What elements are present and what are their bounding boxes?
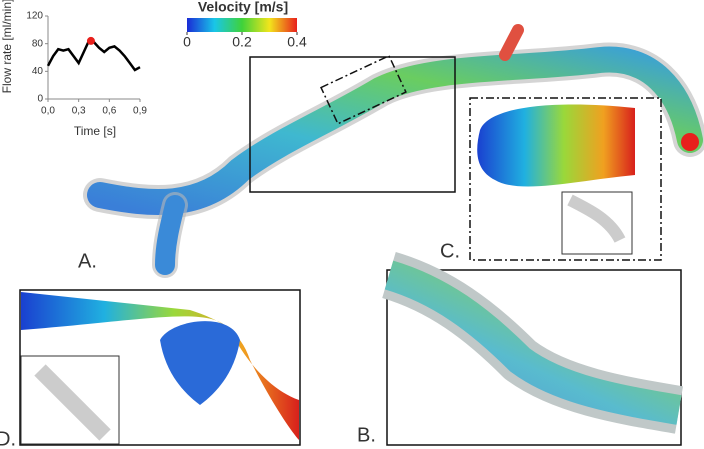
colorbar-tick-label: 0 [183,34,191,50]
panel-d-render [21,292,299,440]
thumb-vessel [567,194,626,243]
panel-b-flow [384,260,682,425]
x-tick-label: 0,6 [102,106,116,117]
y-tick-label: 40 [32,66,44,77]
y-tick-label: 120 [26,11,43,22]
panel-label: A. [78,250,97,272]
panel-label: B. [357,424,376,446]
x-tick-label: 0,0 [41,106,55,117]
panel-label: C. [440,240,460,262]
panel-label: D. [0,428,16,449]
y-tick-label: 0 [37,94,43,105]
y-axis-label: Flow rate [ml/min] [0,0,14,93]
colorbar-tick-label: 0.4 [287,34,307,50]
y-tick-label: 80 [32,38,44,49]
flow-line [46,39,141,72]
vessel-render [83,24,704,278]
thumb-vessel [34,364,111,441]
panel-d-bulge [160,321,240,405]
x-tick-label: 0,3 [72,106,86,117]
x-axis-label: Time [s] [74,124,116,138]
colorbar-title: Velocity [m/s] [198,0,288,15]
panel-c-render [477,104,635,187]
inset-box-a [249,56,456,193]
colorbar [187,18,297,32]
colorbar-tick-label: 0.2 [232,34,252,50]
x-tick-label: 0,9 [133,106,147,117]
inset-box-c-marker [320,54,407,125]
highlight-point [86,36,95,45]
